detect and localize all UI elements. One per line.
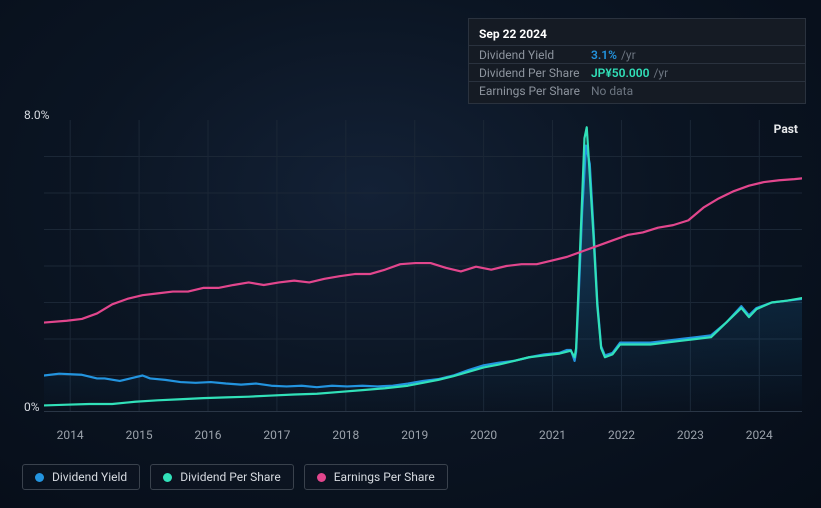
legend-item-dividend-yield[interactable]: Dividend Yield [22,464,140,490]
legend-label: Dividend Yield [52,470,127,484]
x-tick-label: 2024 [746,428,773,442]
legend-label: Earnings Per Share [334,470,435,484]
x-tick-label: 2022 [608,428,635,442]
legend-swatch [35,473,44,482]
tooltip-row-dividend-yield: Dividend Yield 3.1% /yr [469,45,805,63]
y-axis-min-label: 0% [24,400,40,414]
tooltip-label: Dividend Per Share [479,66,591,80]
x-tick-label: 2016 [195,428,222,442]
tooltip-label: Dividend Yield [479,48,591,62]
x-axis: 2014 2015 2016 2017 2018 2019 2020 2021 2022 2023… [44,428,802,446]
past-label: Past [774,122,798,136]
tooltip-nodata: No data [591,84,633,98]
tooltip-value: JP¥50.000 [591,66,649,80]
chart-plot-area[interactable] [44,120,802,412]
legend-swatch [163,473,172,482]
tooltip-date: Sep 22 2024 [469,27,805,45]
x-tick-label: 2014 [57,428,84,442]
x-tick-label: 2021 [539,428,566,442]
tooltip-row-earnings-per-share: Earnings Per Share No data [469,81,805,99]
tooltip-value: 3.1% [591,48,617,62]
x-tick-label: 2019 [401,428,428,442]
tooltip-unit: /yr [621,48,636,62]
x-tick-label: 2017 [263,428,290,442]
legend-label: Dividend Per Share [180,470,281,484]
chart-svg [44,120,802,412]
legend-swatch [317,473,326,482]
tooltip-unit: /yr [653,66,668,80]
legend-item-dividend-per-share[interactable]: Dividend Per Share [150,464,294,490]
tooltip-row-dividend-per-share: Dividend Per Share JP¥50.000 /yr [469,63,805,81]
tooltip-label: Earnings Per Share [479,84,591,98]
x-tick-label: 2018 [332,428,359,442]
chart-tooltip: Sep 22 2024 Dividend Yield 3.1% /yr Divi… [468,18,806,104]
x-tick-label: 2023 [677,428,704,442]
x-tick-label: 2020 [470,428,497,442]
dividend-chart: 8.0% 0% Past 201420152016201720182019202… [22,108,802,428]
x-tick-label: 2015 [126,428,153,442]
legend-item-earnings-per-share[interactable]: Earnings Per Share [304,464,448,490]
chart-legend: Dividend Yield Dividend Per Share Earnings… [22,464,448,490]
